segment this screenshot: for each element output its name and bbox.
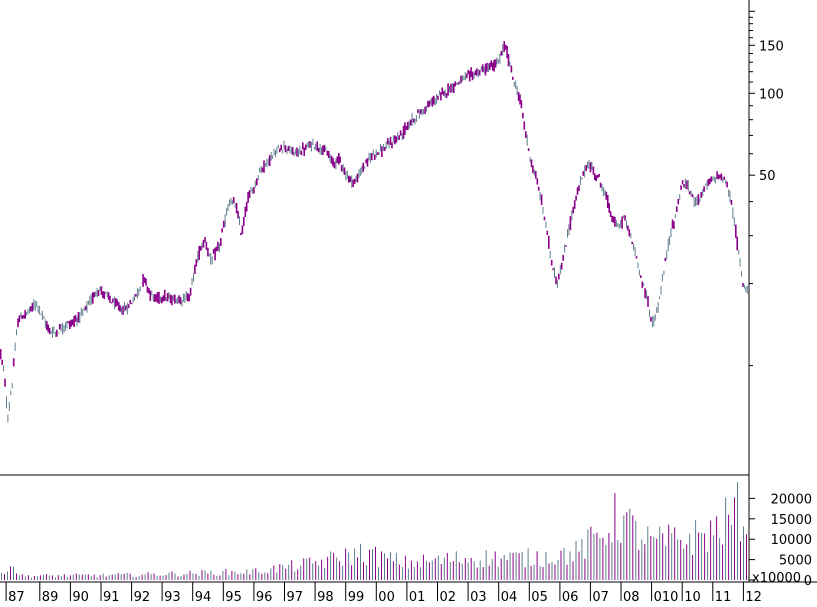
x-tick-label: 93 xyxy=(164,590,181,605)
volume-tick-label: 20000 xyxy=(771,492,812,507)
x-tick-label: 08 xyxy=(623,590,640,605)
price-tick-label: 100 xyxy=(759,87,784,102)
volume-tick-label: 15000 xyxy=(771,513,812,528)
x-tick-label: 99 xyxy=(348,590,365,605)
axes: x10000 xyxy=(0,0,817,586)
x-tick-label: 02 xyxy=(440,590,457,605)
x-tick-label: 010 xyxy=(654,590,679,605)
x-tick-label: 91 xyxy=(103,590,120,605)
x-tick-label: 97 xyxy=(287,590,304,605)
price-tick-label: 50 xyxy=(759,169,776,184)
x-tick-label: 03 xyxy=(470,590,487,605)
x-ticks: 87 89 90 91 92 93 94 95 96 97 98 99 00 01 02 03 04 05 06 07… xyxy=(5,582,762,605)
volume-tick-label: 0 xyxy=(804,574,812,589)
volume-tick-label: 10000 xyxy=(771,533,812,548)
x-tick-label: 00 xyxy=(378,590,395,605)
x-tick-label: 11 xyxy=(715,590,732,605)
volume-unit-label: x10000 xyxy=(752,571,801,586)
x-tick-label: 07 xyxy=(592,590,609,605)
x-tick-label: 89 xyxy=(42,590,59,605)
volume-y-ticks: 0 5000 10000 15000 20000 xyxy=(749,492,812,589)
x-tick-label: 95 xyxy=(225,590,242,605)
price-panel xyxy=(0,41,748,423)
x-tick-label: 06 xyxy=(562,590,579,605)
x-tick-label: 96 xyxy=(256,590,273,605)
x-tick-label: 90 xyxy=(72,590,89,605)
x-tick-label: 92 xyxy=(134,590,151,605)
volume-panel xyxy=(1,482,747,580)
price-tick-label: 150 xyxy=(759,39,784,54)
x-tick-label: 98 xyxy=(317,590,334,605)
volume-tick-label: 5000 xyxy=(779,554,812,569)
x-tick-label: 87 xyxy=(8,590,25,605)
x-tick-label: 04 xyxy=(501,590,518,605)
x-tick-label: 05 xyxy=(531,590,548,605)
x-tick-label: 12 xyxy=(745,590,762,605)
x-tick-label: 01 xyxy=(409,590,426,605)
x-tick-label: 10 xyxy=(684,590,701,605)
price-y-ticks: 50 100 150 xyxy=(749,10,784,367)
x-tick-label: 94 xyxy=(195,590,212,605)
